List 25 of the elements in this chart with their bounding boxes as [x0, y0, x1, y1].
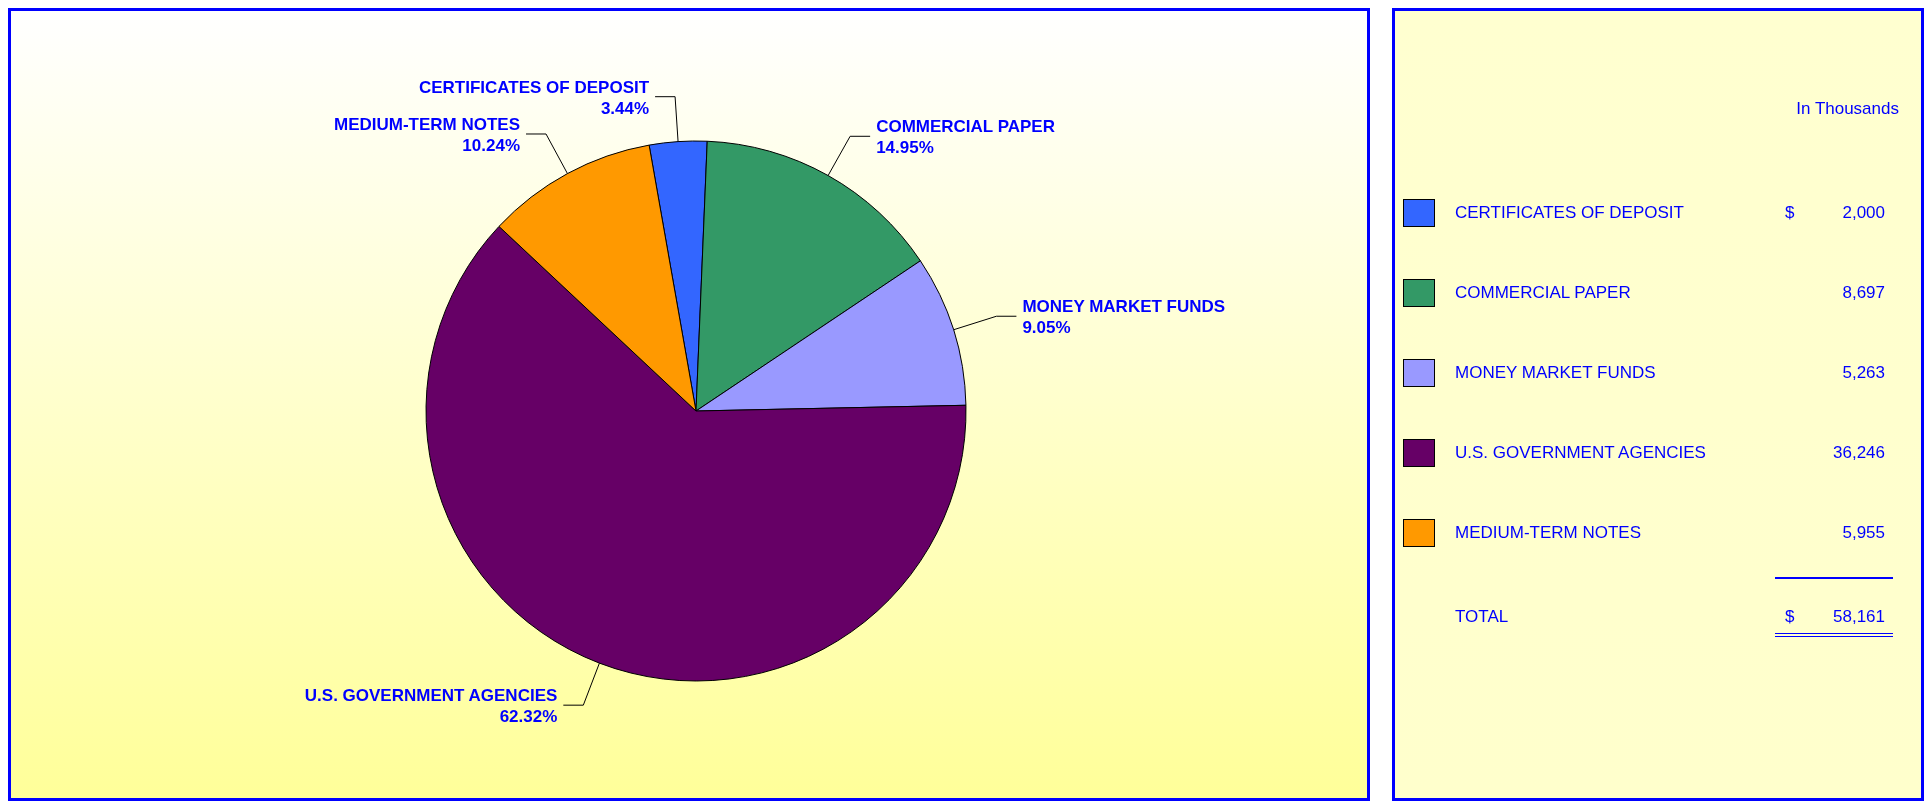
- slice-label: MEDIUM-TERM NOTES: [333, 114, 521, 134]
- text: 5,263: [1842, 363, 1885, 383]
- data-label: 14.95%: [876, 138, 934, 158]
- text: $: [1785, 203, 1795, 223]
- data-label: 9.05%: [1022, 318, 1071, 338]
- slice-label: MONEY MARKET FUNDS: [1022, 297, 1226, 317]
- legend-label: COMMERCIAL PAPER: [1455, 283, 1631, 303]
- text: TOTAL: [1455, 607, 1509, 627]
- legend-label: CERTIFICATES OF DEPOSIT: [1455, 203, 1684, 223]
- text: 58,161: [1833, 607, 1885, 627]
- data-label: 62.32%: [499, 707, 558, 727]
- text: 36,246: [1833, 443, 1885, 463]
- data-label: 3.44%: [600, 98, 650, 118]
- legend-label: MEDIUM-TERM NOTES: [1455, 523, 1642, 543]
- legend-label: U.S. GOVERNMENT AGENCIES: [1455, 443, 1706, 463]
- text: $: [1785, 607, 1795, 627]
- text: 2,000: [1842, 203, 1885, 223]
- data-label: 10.24%: [462, 135, 521, 155]
- text: 8,697: [1842, 283, 1885, 303]
- legend-label: MONEY MARKET FUNDS: [1455, 363, 1656, 383]
- text: In Thousands: [1796, 99, 1899, 119]
- slice-label: U.S. GOVERNMENT AGENCIES: [304, 686, 558, 706]
- slice-label: CERTIFICATES OF DEPOSIT: [418, 77, 650, 97]
- slice-label: COMMERCIAL PAPER: [876, 117, 1055, 137]
- text: 5,955: [1842, 523, 1885, 543]
